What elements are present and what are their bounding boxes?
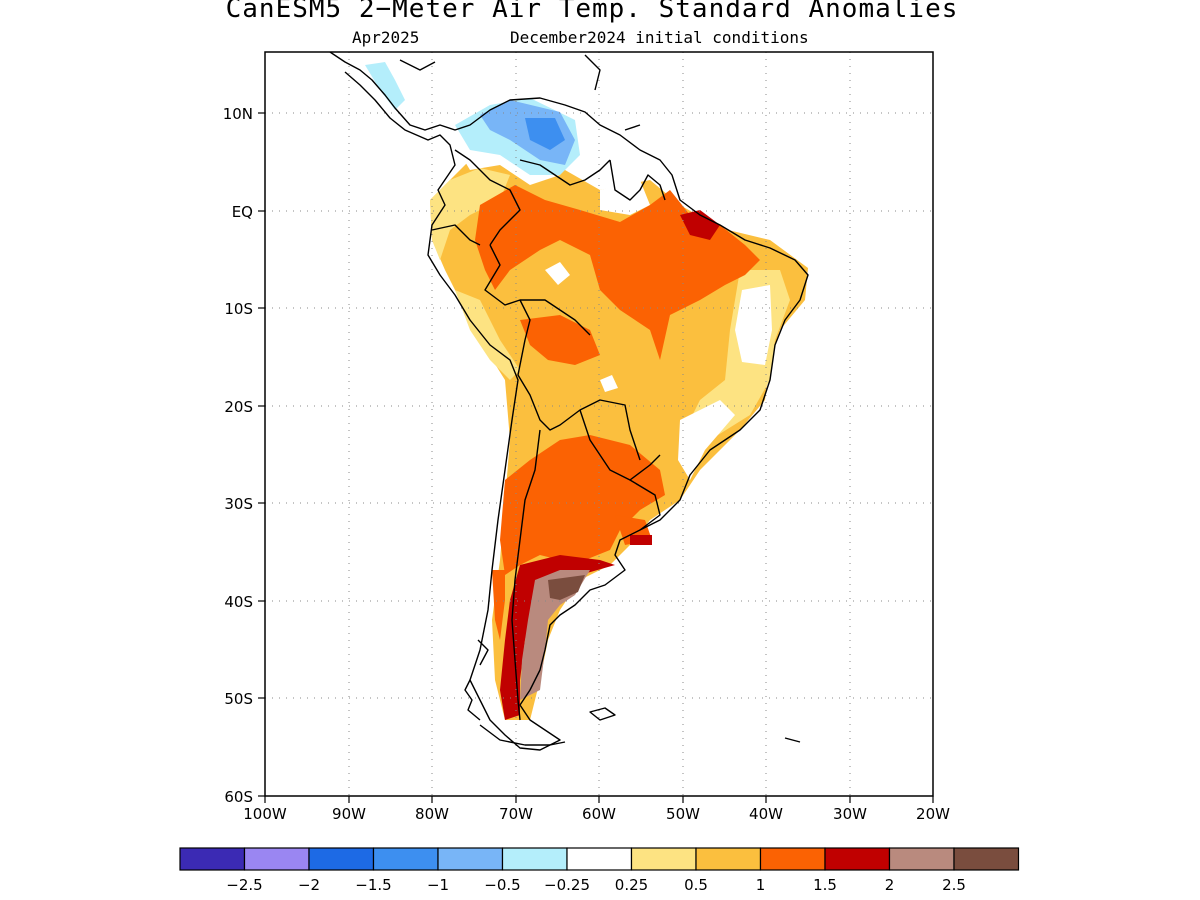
- legend-swatch: [308, 847, 375, 871]
- lon-label: 50W: [666, 805, 700, 823]
- legend-swatch: [695, 847, 762, 871]
- lat-label: 60S: [224, 788, 253, 806]
- border-venezuela: [519, 159, 611, 186]
- lon-label: 40W: [749, 805, 783, 823]
- shading-neutral-spot-a: [545, 262, 570, 285]
- legend-colorbar: [179, 847, 1020, 871]
- legend-swatch: [566, 847, 633, 871]
- border-ecuador: [431, 224, 481, 246]
- legend-tick-label: 1.5: [813, 876, 837, 894]
- legend-tick-label: −2.5: [226, 876, 262, 894]
- legend-tick-label: 0.25: [615, 876, 648, 894]
- lon-label: 100W: [243, 805, 287, 823]
- legend-tick-label: −0.5: [484, 876, 520, 894]
- shading-1.5-2-patagonia: [500, 555, 615, 720]
- lon-label: 70W: [499, 805, 533, 823]
- lat-label: 10N: [223, 105, 253, 123]
- lon-label: 20W: [916, 805, 950, 823]
- gridlines: [265, 52, 933, 796]
- border-colombia: [454, 149, 521, 246]
- border-argentina-chile: [511, 429, 541, 721]
- legend-swatch: [953, 847, 1020, 871]
- coastline-caribbean: [399, 54, 641, 131]
- lat-label: EQ: [232, 203, 253, 221]
- shading-neutral-ne: [735, 285, 772, 365]
- legend-swatch: [759, 847, 826, 871]
- border-guyanas: [609, 159, 666, 201]
- shading-0.25-0.5-north: [430, 168, 510, 260]
- coastline-fuego: [479, 724, 566, 746]
- legend-swatch: [243, 847, 310, 871]
- legend-tick-label: 0.5: [684, 876, 708, 894]
- shading-1.5-2-ne: [680, 210, 720, 240]
- shading-minus-0.25-0.5-centralamerica: [365, 62, 405, 110]
- border-argentina-brazil: [629, 479, 661, 531]
- coastline-south-america: [329, 52, 809, 751]
- shading-neutral-se: [678, 400, 735, 480]
- legend-tick-label: −2: [298, 876, 320, 894]
- map-title: CanESM5 2−Meter Air Temp. Standard Anoma…: [225, 0, 959, 24]
- border-bolivia: [517, 299, 641, 461]
- border-paraguay: [579, 409, 661, 481]
- shading-2-2.5-patagonia: [520, 570, 590, 700]
- border-peru-brazil: [484, 244, 591, 336]
- longitude-labels: 100W 90W 80W 70W 60W 50W 40W 30W 20W: [243, 805, 950, 823]
- lat-label: 30S: [224, 495, 253, 513]
- lat-label: 10S: [224, 300, 253, 318]
- tick-marks: [258, 112, 934, 803]
- legend-tick-label: 2: [885, 876, 895, 894]
- legend-swatch: [824, 847, 891, 871]
- lon-label: 90W: [332, 805, 366, 823]
- initial-conditions-label: December2024 initial conditions: [510, 28, 809, 47]
- legend-swatch: [372, 847, 439, 871]
- legend-swatch: [630, 847, 697, 871]
- legend-swatch: [501, 847, 568, 871]
- shading-1-1.5-argentina: [500, 435, 665, 575]
- lat-label: 50S: [224, 690, 253, 708]
- legend-tick-label: −1: [427, 876, 449, 894]
- legend-labels: −2.5 −2 −1.5 −1 −0.5 −0.25 0.25 0.5 1 1.5 2 2.5: [226, 876, 966, 894]
- legend-tick-label: 1: [756, 876, 766, 894]
- coastline-falklands: [589, 707, 616, 721]
- shading-minus-1-1.5-venezuela: [525, 118, 565, 150]
- shading-neutral-spot-b: [600, 375, 618, 392]
- legend-swatch: [437, 847, 504, 871]
- shading-1-1.5-bolivia: [520, 315, 600, 365]
- shading-1.5-2-uruguay: [630, 535, 652, 545]
- legend-tick-label: −1.5: [355, 876, 391, 894]
- lon-label: 60W: [582, 805, 616, 823]
- lat-label: 40S: [224, 593, 253, 611]
- legend-tick-label: 2.5: [942, 876, 966, 894]
- forecast-month: Apr2025: [352, 28, 420, 47]
- coastline-chile-fjords: [464, 639, 489, 721]
- legend-tick-label: −0.25: [544, 876, 590, 894]
- legend-swatch: [179, 847, 246, 871]
- lon-label: 80W: [415, 805, 449, 823]
- shading-0.25-0.5-west: [455, 290, 520, 380]
- lon-label: 30W: [833, 805, 867, 823]
- anomaly-shading: [365, 62, 808, 720]
- shading-above-2.5-patagonia: [548, 575, 585, 600]
- coastlines: [329, 52, 809, 751]
- shading-1-1.5-chile: [492, 570, 505, 640]
- lat-label: 20S: [224, 398, 253, 416]
- legend-swatch: [888, 847, 955, 871]
- latitude-labels: 10N EQ 10S 20S 30S 40S 50S 60S: [223, 105, 253, 806]
- coastline-south-georgia: [784, 737, 801, 743]
